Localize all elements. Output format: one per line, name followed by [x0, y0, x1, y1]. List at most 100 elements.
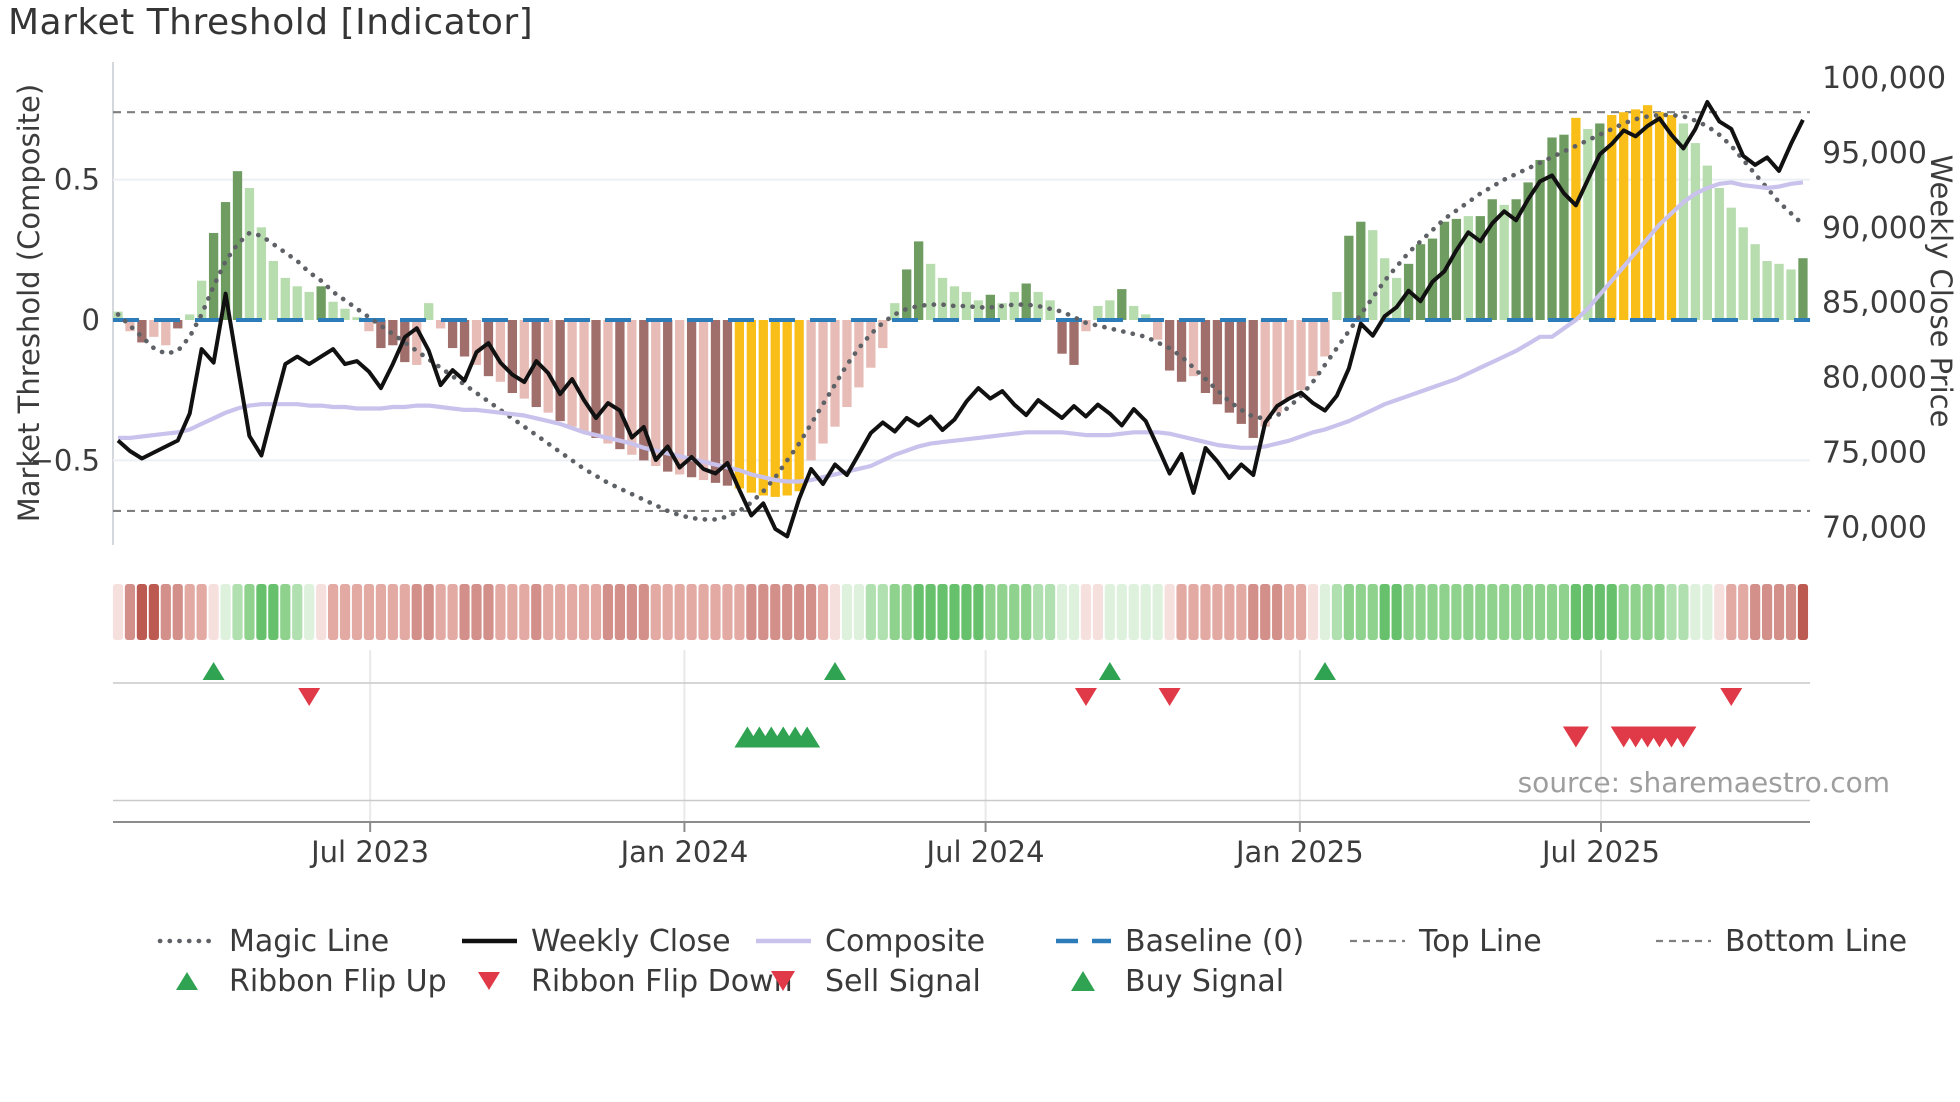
ribbon-cell	[1726, 584, 1737, 640]
legend-item-flip-up: Ribbon Flip Up	[176, 964, 447, 999]
ribbon-cell	[1355, 584, 1366, 640]
flip-down-swatch	[478, 972, 500, 990]
threshold-bar	[256, 227, 267, 320]
threshold-bar	[1069, 320, 1079, 365]
ribbon-cell	[590, 584, 602, 640]
threshold-bar	[352, 317, 362, 320]
legend-label: Buy Signal	[1125, 964, 1284, 999]
ribbon-cell	[1463, 584, 1474, 640]
threshold-bar	[459, 320, 470, 357]
threshold-bar	[591, 320, 601, 438]
threshold-bar	[806, 320, 816, 461]
threshold-bar	[1224, 320, 1234, 413]
threshold-bar	[232, 171, 243, 320]
threshold-bar	[1463, 216, 1473, 320]
ribbon-cell	[1678, 584, 1689, 640]
threshold-bar	[1523, 182, 1533, 320]
threshold-bar	[746, 320, 756, 493]
signal-ribbon	[112, 584, 1809, 640]
ribbon-cell	[543, 584, 554, 640]
weekly-close-line	[116, 100, 1805, 539]
ribbon-cell	[638, 584, 649, 640]
ribbon-cell	[782, 584, 793, 640]
threshold-bar	[937, 277, 948, 320]
threshold-bar	[1093, 305, 1103, 320]
ribbon-cell	[1033, 584, 1044, 640]
threshold-bar	[1631, 109, 1641, 321]
threshold-bar	[519, 320, 529, 399]
sell-signal-marker	[1562, 726, 1589, 748]
threshold-bar	[1248, 320, 1258, 438]
ribbon-cell	[567, 584, 578, 640]
ribbon-cell	[877, 584, 888, 640]
legend-item-weekly-close: Weekly Close	[462, 924, 731, 959]
threshold-bar	[1129, 305, 1139, 320]
ribbon-flip-down-marker	[298, 688, 321, 706]
ribbon-cell	[387, 584, 398, 640]
ribbon-cell	[1427, 584, 1438, 640]
ribbon-cell	[1343, 584, 1354, 640]
ribbon-cell	[1750, 584, 1761, 640]
threshold-bar	[627, 320, 637, 455]
ribbon-cell	[794, 584, 805, 640]
threshold-bar	[1105, 300, 1115, 320]
ribbon-cell	[913, 584, 924, 640]
ribbon-cell	[184, 584, 195, 640]
threshold-bar	[1511, 199, 1521, 320]
threshold-bar	[1153, 320, 1163, 340]
x-tick-label: Jul 2025	[1540, 835, 1660, 869]
ribbon-cell	[674, 584, 685, 640]
ribbon-cell	[1702, 584, 1713, 640]
ribbon-cell	[1224, 584, 1235, 640]
ribbon-cell	[1104, 584, 1115, 640]
ribbon-cell	[1319, 584, 1331, 640]
ribbon-cell	[423, 584, 434, 640]
ribbon-cell	[1523, 584, 1534, 640]
ribbon-cell	[997, 584, 1008, 640]
ribbon-cell	[1618, 584, 1629, 640]
legend-item-composite: Composite	[756, 924, 985, 959]
threshold-bar	[173, 320, 183, 329]
threshold-bar	[1571, 117, 1581, 320]
ribbon-cell	[220, 584, 231, 640]
threshold-bar	[1392, 277, 1402, 320]
left-tick-label: 0.5	[54, 163, 100, 197]
threshold-bar	[651, 320, 661, 467]
ribbon-cell	[1714, 584, 1725, 640]
threshold-bar	[1320, 320, 1330, 357]
threshold-bar	[639, 320, 649, 461]
threshold-bar	[663, 320, 673, 472]
threshold-bar	[890, 303, 900, 320]
ribbon-cell	[124, 584, 136, 640]
ribbon-cell	[686, 584, 697, 640]
ribbon-cell	[973, 584, 984, 640]
ribbon-cell	[626, 584, 637, 640]
threshold-bar	[770, 320, 780, 497]
sell-swatch	[771, 971, 795, 991]
ribbon-cell	[853, 584, 864, 640]
ribbon-cell	[1797, 584, 1809, 640]
threshold-bar	[782, 320, 792, 496]
ribbon-cell	[1630, 584, 1641, 640]
threshold-bar	[1678, 123, 1689, 320]
ribbon-cell	[148, 584, 159, 640]
threshold-bar	[973, 300, 984, 320]
right-tick-label: 80,000	[1822, 361, 1927, 396]
threshold-bar	[495, 320, 506, 382]
ribbon-cell	[196, 584, 207, 640]
legend-label: Sell Signal	[825, 964, 981, 999]
ribbon-cell	[411, 584, 422, 640]
ribbon-cell	[1690, 584, 1701, 640]
threshold-bar	[185, 314, 195, 320]
right-tick-label: 85,000	[1822, 286, 1927, 321]
ribbon-cell	[901, 584, 912, 640]
threshold-bar	[328, 301, 338, 320]
threshold-bar	[1164, 320, 1175, 371]
threshold-bar	[710, 320, 721, 483]
threshold-bar	[1798, 258, 1808, 320]
threshold-bar	[1236, 320, 1246, 424]
threshold-bar	[1702, 165, 1712, 320]
ribbon-cell	[1511, 584, 1522, 640]
ribbon-cell	[662, 584, 673, 640]
ribbon-cell	[519, 584, 530, 640]
